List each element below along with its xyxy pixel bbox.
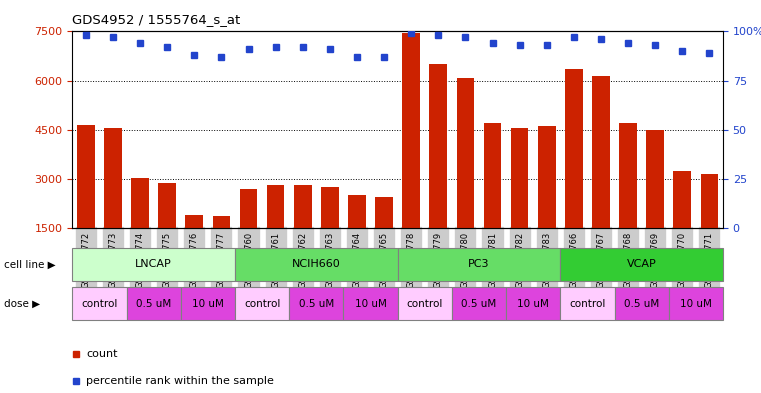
- Text: dose ▶: dose ▶: [4, 299, 40, 309]
- Bar: [348, 195, 366, 277]
- Bar: [560, 248, 723, 281]
- Bar: [429, 64, 447, 277]
- Text: LNCAP: LNCAP: [135, 259, 172, 269]
- Bar: [565, 69, 583, 277]
- Text: PC3: PC3: [468, 259, 490, 269]
- Bar: [506, 287, 560, 320]
- Bar: [294, 185, 311, 277]
- Bar: [158, 183, 176, 277]
- Bar: [131, 178, 149, 277]
- Bar: [235, 287, 289, 320]
- Text: 0.5 uM: 0.5 uM: [136, 299, 171, 309]
- Text: control: control: [244, 299, 280, 309]
- Bar: [72, 287, 126, 320]
- Bar: [452, 287, 506, 320]
- Bar: [614, 287, 669, 320]
- Bar: [289, 287, 343, 320]
- Bar: [619, 123, 637, 277]
- Bar: [669, 287, 723, 320]
- Bar: [646, 130, 664, 277]
- Bar: [186, 215, 203, 277]
- Bar: [343, 287, 397, 320]
- Bar: [235, 248, 397, 281]
- Bar: [397, 287, 452, 320]
- Text: 0.5 uM: 0.5 uM: [624, 299, 659, 309]
- Text: 0.5 uM: 0.5 uM: [461, 299, 497, 309]
- Bar: [403, 33, 420, 277]
- Text: control: control: [406, 299, 443, 309]
- Bar: [212, 216, 231, 277]
- Bar: [181, 287, 235, 320]
- Bar: [560, 287, 614, 320]
- Bar: [240, 189, 257, 277]
- Text: NCIH660: NCIH660: [292, 259, 341, 269]
- Text: GDS4952 / 1555764_s_at: GDS4952 / 1555764_s_at: [72, 13, 240, 26]
- Text: 0.5 uM: 0.5 uM: [298, 299, 334, 309]
- Bar: [457, 78, 474, 277]
- Text: 10 uM: 10 uM: [680, 299, 712, 309]
- Bar: [77, 125, 94, 277]
- Bar: [126, 287, 181, 320]
- Bar: [484, 123, 501, 277]
- Bar: [267, 185, 285, 277]
- Bar: [538, 126, 556, 277]
- Text: 10 uM: 10 uM: [192, 299, 224, 309]
- Bar: [511, 128, 528, 277]
- Text: control: control: [81, 299, 118, 309]
- Bar: [701, 174, 718, 277]
- Text: percentile rank within the sample: percentile rank within the sample: [86, 376, 274, 386]
- Bar: [72, 248, 235, 281]
- Text: count: count: [86, 349, 117, 359]
- Bar: [321, 187, 339, 277]
- Text: 10 uM: 10 uM: [355, 299, 387, 309]
- Text: control: control: [569, 299, 606, 309]
- Text: cell line ▶: cell line ▶: [4, 259, 56, 270]
- Bar: [104, 128, 122, 277]
- Bar: [673, 171, 691, 277]
- Bar: [375, 197, 393, 277]
- Text: VCAP: VCAP: [627, 259, 657, 269]
- Bar: [592, 76, 610, 277]
- Bar: [397, 248, 560, 281]
- Text: 10 uM: 10 uM: [517, 299, 549, 309]
